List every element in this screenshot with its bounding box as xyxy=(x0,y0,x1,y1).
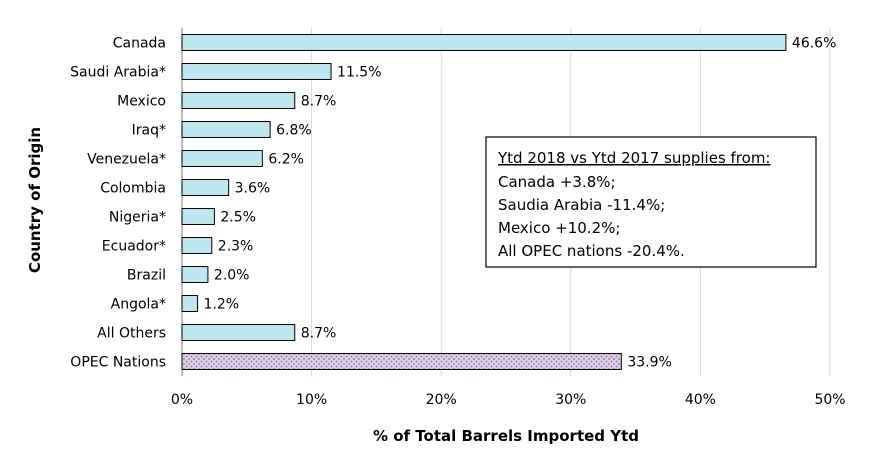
category-label: All Others xyxy=(97,326,166,342)
x-tick-label: 30% xyxy=(555,392,586,408)
value-label: 1.2% xyxy=(204,297,240,313)
annotation-line: Canada +3.8%; xyxy=(498,173,616,191)
bar xyxy=(181,121,271,138)
annotation-box: Ytd 2018 vs Ytd 2017 supplies from: Cana… xyxy=(485,136,817,268)
x-tick-label: 50% xyxy=(814,392,845,408)
x-tick-label: 0% xyxy=(171,392,193,408)
category-label: Nigeria* xyxy=(109,210,166,226)
annotation-line: Mexico +10.2%; xyxy=(498,219,620,237)
bar xyxy=(181,63,332,80)
category-label: Venezuela* xyxy=(87,152,166,168)
value-label: 6.2% xyxy=(268,152,304,168)
category-label: OPEC Nations xyxy=(70,355,166,371)
annotation-line: All OPEC nations -20.4%. xyxy=(498,242,685,260)
annotation-title: Ytd 2018 vs Ytd 2017 supplies from: xyxy=(497,149,770,167)
x-tick-label: 20% xyxy=(426,392,457,408)
bar xyxy=(181,179,230,196)
category-label: Ecuador* xyxy=(102,239,166,255)
x-axis-title: % of Total Barrels Imported Ytd xyxy=(373,427,639,445)
value-label: 33.9% xyxy=(627,355,671,371)
bar-opec-nations xyxy=(181,353,622,370)
value-label: 8.7% xyxy=(301,94,337,110)
value-label: 2.5% xyxy=(220,210,256,226)
bar xyxy=(181,324,296,341)
value-label: 11.5% xyxy=(337,65,381,81)
bar xyxy=(181,208,215,225)
bar xyxy=(181,92,296,109)
value-label: 46.6% xyxy=(792,36,836,52)
annotation-frame xyxy=(485,136,817,268)
x-tick-label: 40% xyxy=(685,392,716,408)
value-label: 3.6% xyxy=(235,181,271,197)
category-label: Angola* xyxy=(111,297,166,313)
category-label: Canada xyxy=(113,36,166,52)
value-label: 2.0% xyxy=(214,268,250,284)
labels: 0% 10% 20% 30% 40% 50% Canada 46.6% Saudi Arabia… xyxy=(70,36,845,409)
bar xyxy=(181,237,213,254)
value-label: 6.8% xyxy=(276,123,312,139)
y-axis-title: Country of Origin xyxy=(26,127,44,273)
category-label: Iraq* xyxy=(132,123,166,139)
bar xyxy=(181,295,199,312)
bar xyxy=(181,150,263,167)
x-tick-label: 10% xyxy=(296,392,327,408)
value-label: 2.3% xyxy=(218,239,254,255)
bar xyxy=(181,266,209,283)
annotation-line: Saudia Arabia -11.4%; xyxy=(498,196,665,214)
bars xyxy=(181,34,787,370)
category-label: Colombia xyxy=(100,181,166,197)
category-label: Mexico xyxy=(117,94,166,110)
category-label: Brazil xyxy=(127,268,166,284)
value-label: 8.7% xyxy=(301,326,337,342)
category-label: Saudi Arabia* xyxy=(70,65,166,81)
bar xyxy=(181,34,787,51)
